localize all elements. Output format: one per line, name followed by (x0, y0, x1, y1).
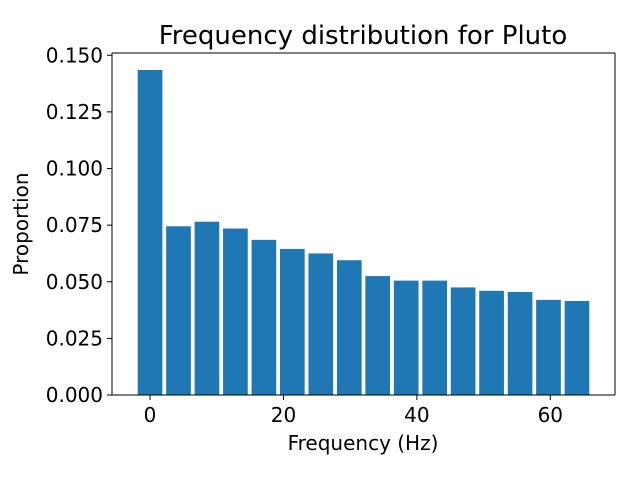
bar-12 (479, 290, 504, 395)
bar-10 (422, 280, 448, 395)
y-axis-ticks: 0.000 0.025 0.050 0.075 0.100 0.125 0.150 (46, 43, 112, 407)
x-axis-ticks: 0 20 40 60 (144, 395, 563, 427)
chart-title: Frequency distribution for Pluto (159, 21, 568, 51)
y-tick-label: 0.125 (46, 100, 103, 124)
bar-7 (336, 260, 362, 395)
bar-4 (251, 239, 277, 395)
x-tick-label: 60 (538, 403, 563, 427)
y-tick-label: 0.150 (46, 43, 103, 67)
y-axis-label: Proportion (9, 172, 33, 275)
bar-0 (137, 69, 163, 395)
bar-1 (166, 226, 191, 395)
y-tick-label: 0.000 (46, 383, 103, 407)
x-tick-label: 20 (271, 403, 296, 427)
bar-5 (279, 248, 305, 395)
x-tick-label: 0 (144, 403, 157, 427)
bar-2 (194, 221, 220, 395)
y-tick-label: 0.100 (46, 157, 103, 181)
bar-8 (365, 276, 391, 395)
x-tick-label: 40 (404, 403, 429, 427)
bar-14 (536, 299, 561, 395)
bar-15 (564, 301, 590, 395)
bar-9 (393, 280, 419, 395)
x-axis-label: Frequency (Hz) (288, 431, 439, 455)
bar-3 (223, 228, 248, 395)
bar-13 (507, 291, 533, 395)
bar-11 (450, 287, 476, 395)
bar-series (137, 69, 590, 395)
y-tick-label: 0.050 (46, 270, 103, 294)
y-tick-label: 0.025 (46, 326, 103, 350)
y-tick-label: 0.075 (46, 213, 103, 237)
bar-6 (308, 253, 334, 395)
